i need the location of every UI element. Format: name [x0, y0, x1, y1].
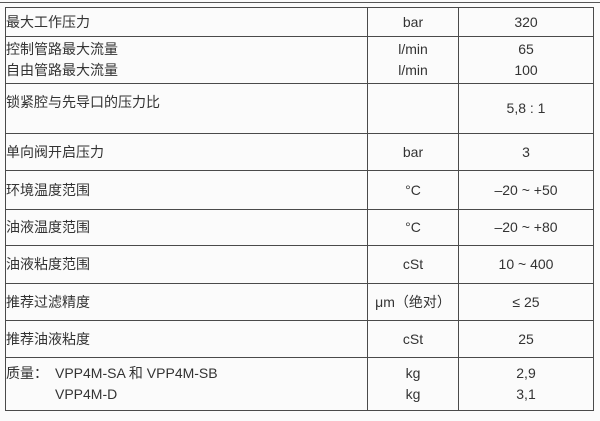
- value-text: 25: [518, 330, 534, 347]
- value-text: 10 ~ 400: [498, 256, 554, 272]
- unit-label: cSt: [402, 256, 424, 272]
- param-cell: 控制管路最大流量 自由管路最大流量: [5, 36, 368, 84]
- table-row: 油液温度范围 °C –20 ~ +80: [5, 209, 594, 246]
- unit-cell: bar: [367, 7, 459, 37]
- value-text: 2,9: [516, 365, 536, 381]
- spec-table: 最大工作压力 bar 320 控制管路最大流量 自由管路最大流量 l/min l…: [5, 7, 594, 411]
- unit-label: kg: [405, 365, 421, 381]
- value-cell: –20 ~ +50: [458, 170, 594, 210]
- unit-cell: bar: [367, 133, 459, 171]
- unit-label: l/min: [398, 62, 428, 78]
- table-row: 推荐过滤精度 μm（绝对） ≤ 25: [5, 283, 594, 321]
- unit-cell: l/min l/min: [367, 36, 459, 84]
- table-row: 锁紧腔与先导口的压力比 5,8 : 1: [5, 83, 594, 134]
- param-label: 单向阀开启压力: [6, 143, 104, 160]
- unit-cell: °C: [367, 209, 459, 246]
- param-cell: 最大工作压力: [5, 7, 368, 37]
- param-label: 油液粘度范围: [6, 256, 90, 272]
- value-text: 65: [518, 41, 534, 57]
- table-row: 控制管路最大流量 自由管路最大流量 l/min l/min 65 100: [5, 36, 594, 84]
- unit-label: cSt: [402, 330, 424, 347]
- mass-label-group: 质量： VPP4M-SA 和 VPP4M-SB VPP4M-D: [6, 363, 367, 405]
- value-cell: ≤ 25: [458, 283, 594, 321]
- param-cell: 油液温度范围: [5, 209, 368, 246]
- param-label: 油液温度范围: [6, 219, 90, 235]
- value-text: 320: [514, 13, 538, 30]
- param-cell: 推荐过滤精度: [5, 283, 368, 321]
- param-label: 推荐油液粘度: [6, 330, 90, 347]
- param-label: 推荐过滤精度: [6, 293, 90, 310]
- value-text: 3,1: [516, 386, 536, 402]
- value-cell: 10 ~ 400: [458, 245, 594, 284]
- value-cell: 5,8 : 1: [458, 83, 594, 134]
- table-row: 环境温度范围 °C –20 ~ +50: [5, 170, 594, 210]
- unit-label: μm（绝对）: [375, 293, 451, 310]
- param-cell: 锁紧腔与先导口的压力比: [5, 83, 368, 134]
- param-cell: 质量： VPP4M-SA 和 VPP4M-SB VPP4M-D: [5, 357, 368, 411]
- unit-cell: kg kg: [367, 357, 459, 411]
- top-rule: [0, 2, 600, 3]
- param-label: 最大工作压力: [6, 13, 90, 30]
- param-label: VPP4M-SA 和 VPP4M-SB: [55, 365, 218, 381]
- value-cell: 25: [458, 320, 594, 358]
- param-label: 锁紧腔与先导口的压力比: [6, 94, 160, 110]
- value-text: 5,8 : 1: [506, 100, 546, 116]
- table-row: 单向阀开启压力 bar 3: [5, 133, 594, 171]
- unit-label: kg: [405, 386, 421, 402]
- mass-model-list: VPP4M-SA 和 VPP4M-SB VPP4M-D: [55, 363, 218, 405]
- value-text: –20 ~ +50: [494, 181, 558, 198]
- unit-cell: °C: [367, 170, 459, 210]
- unit-label: l/min: [398, 41, 428, 57]
- param-label: 环境温度范围: [6, 181, 90, 198]
- param-cell: 油液粘度范围: [5, 245, 368, 284]
- param-cell: 推荐油液粘度: [5, 320, 368, 358]
- mass-prefix-label: 质量：: [6, 365, 48, 381]
- value-text: –20 ~ +80: [494, 219, 558, 235]
- value-cell: 320: [458, 7, 594, 37]
- value-text: ≤ 25: [512, 293, 540, 310]
- unit-label: bar: [402, 143, 424, 160]
- param-label: 控制管路最大流量: [6, 41, 118, 57]
- table-row: 质量： VPP4M-SA 和 VPP4M-SB VPP4M-D kg kg 2,…: [5, 357, 594, 411]
- table-row: 最大工作压力 bar 320: [5, 7, 594, 37]
- unit-cell: cSt: [367, 320, 459, 358]
- param-label: 自由管路最大流量: [6, 62, 118, 78]
- unit-label: °C: [405, 181, 421, 198]
- value-text: 3: [522, 143, 530, 160]
- value-cell: –20 ~ +80: [458, 209, 594, 246]
- table-row: 推荐油液粘度 cSt 25: [5, 320, 594, 358]
- value-text: 100: [514, 62, 538, 78]
- unit-cell: cSt: [367, 245, 459, 284]
- param-cell: 环境温度范围: [5, 170, 368, 210]
- value-cell: 3: [458, 133, 594, 171]
- unit-cell: [367, 83, 459, 134]
- table-row: 油液粘度范围 cSt 10 ~ 400: [5, 245, 594, 284]
- unit-label: bar: [402, 13, 424, 30]
- unit-label: °C: [405, 219, 421, 235]
- value-cell: 65 100: [458, 36, 594, 84]
- unit-cell: μm（绝对）: [367, 283, 459, 321]
- param-cell: 单向阀开启压力: [5, 133, 368, 171]
- value-cell: 2,9 3,1: [458, 357, 594, 411]
- param-label: VPP4M-D: [55, 386, 118, 402]
